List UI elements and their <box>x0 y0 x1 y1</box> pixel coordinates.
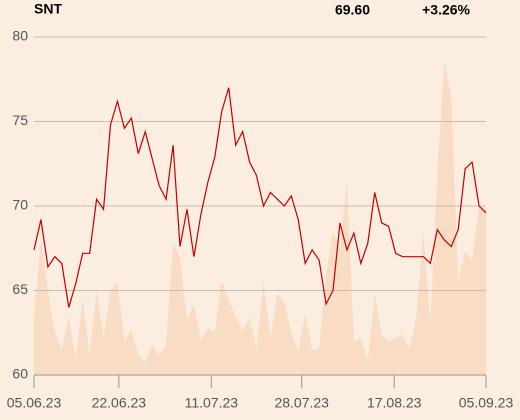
x-tick-label: 17.08.23 <box>367 395 422 411</box>
x-tick-label: 05.06.23 <box>7 395 62 411</box>
y-tick-label: 75 <box>12 112 28 128</box>
y-tick-label: 70 <box>12 197 28 213</box>
y-tick-label: 60 <box>12 366 28 382</box>
x-tick-label: 22.06.23 <box>92 395 147 411</box>
x-tick-label: 28.07.23 <box>274 395 329 411</box>
x-tick-label: 11.07.23 <box>185 395 239 411</box>
last-price: 69.60 <box>335 2 370 18</box>
y-tick-label: 65 <box>12 281 28 297</box>
x-tick-label: 05.09.23 <box>459 395 514 411</box>
volume-area <box>34 62 486 375</box>
y-tick-label: 80 <box>12 28 28 44</box>
chart-title: SNT <box>34 1 62 17</box>
price-line <box>33 87 487 308</box>
price-change: +3.26% <box>422 2 470 18</box>
